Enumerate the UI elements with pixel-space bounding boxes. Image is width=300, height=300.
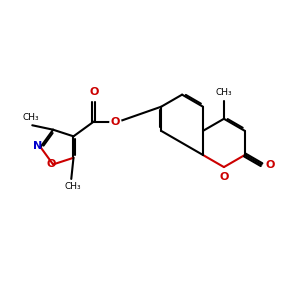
- Text: O: O: [110, 117, 120, 127]
- Text: O: O: [266, 160, 275, 170]
- Text: CH₃: CH₃: [64, 182, 81, 191]
- Text: N: N: [34, 142, 43, 152]
- Text: O: O: [46, 159, 56, 169]
- Text: CH₃: CH₃: [216, 88, 232, 97]
- Text: O: O: [89, 88, 98, 98]
- Text: O: O: [219, 172, 229, 182]
- Text: O: O: [110, 117, 120, 127]
- Text: CH₃: CH₃: [22, 113, 39, 122]
